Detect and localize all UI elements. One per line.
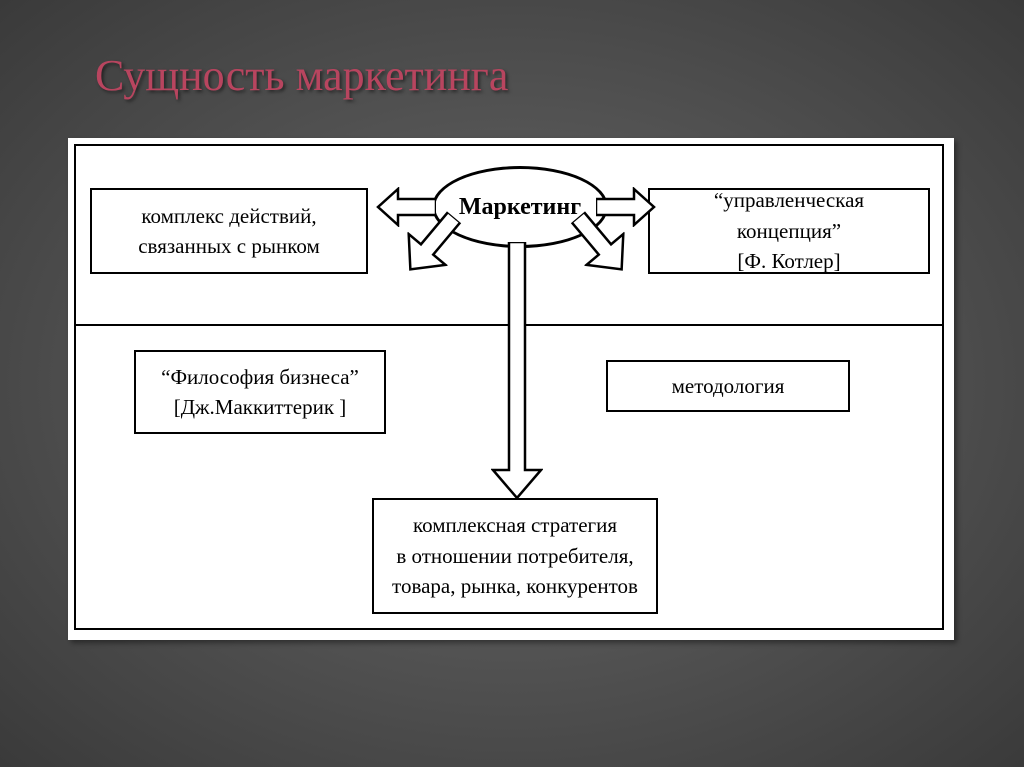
- arrow-down-icon: [491, 242, 543, 500]
- node-box5-l1: комплексная стратегия: [413, 510, 617, 540]
- node-box2-l1: “управленческая концепция”: [660, 185, 918, 246]
- node-box2-l2: [Ф. Котлер]: [737, 246, 840, 276]
- diagram-container: Маркетинг комплекс действий, связанных с…: [68, 138, 954, 640]
- node-box2: “управленческая концепция” [Ф. Котлер]: [648, 188, 930, 274]
- node-box3-l1: “Философия бизнеса”: [161, 362, 359, 392]
- page-title: Сущность маркетинга: [95, 50, 508, 101]
- node-box1-l1: комплекс действий,: [141, 201, 316, 231]
- node-box1: комплекс действий, связанных с рынком: [90, 188, 368, 274]
- diagram-frame: Маркетинг комплекс действий, связанных с…: [74, 144, 944, 630]
- node-box4: методология: [606, 360, 850, 412]
- node-box4-l1: методология: [672, 371, 785, 401]
- node-box3: “Философия бизнеса” [Дж.Маккиттерик ]: [134, 350, 386, 434]
- node-box5: комплексная стратегия в отношении потреб…: [372, 498, 658, 614]
- central-label: Маркетинг: [459, 194, 581, 221]
- node-box5-l3: товара, рынка, конкурентов: [392, 571, 638, 601]
- node-box3-l2: [Дж.Маккиттерик ]: [174, 392, 347, 422]
- node-box5-l2: в отношении потребителя,: [396, 541, 633, 571]
- node-box1-l2: связанных с рынком: [138, 231, 320, 261]
